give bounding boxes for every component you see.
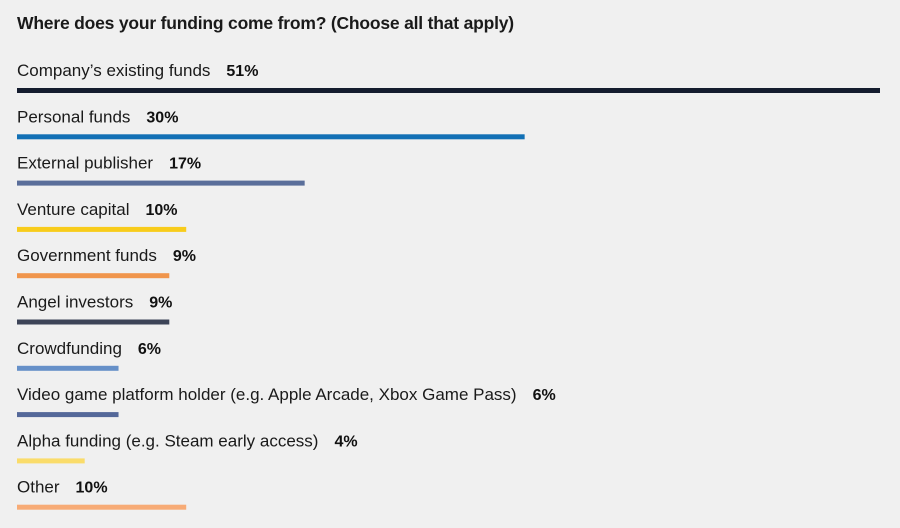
bar	[17, 319, 170, 325]
value-label: 9%	[173, 248, 196, 265]
value-label: 10%	[76, 480, 108, 497]
category-label: Angel investors	[17, 293, 133, 312]
bar	[17, 180, 305, 186]
value-label: 30%	[146, 109, 178, 126]
category-label: Video game platform holder (e.g. Apple A…	[17, 385, 517, 404]
value-label: 6%	[138, 341, 161, 358]
category-label: Crowdfunding	[17, 339, 122, 358]
bar	[17, 134, 525, 140]
category-label: Venture capital	[17, 200, 129, 219]
category-label: Government funds	[17, 246, 157, 265]
value-label: 10%	[145, 202, 177, 219]
category-label: Alpha funding (e.g. Steam early access)	[17, 431, 318, 450]
value-label: 51%	[226, 63, 258, 80]
bar	[17, 273, 170, 279]
category-label: External publisher	[17, 154, 153, 173]
bar	[17, 88, 880, 93]
category-label: Other	[17, 478, 60, 497]
value-label: 6%	[533, 387, 556, 404]
value-label: 4%	[334, 433, 357, 450]
category-label: Personal funds	[17, 107, 130, 126]
bar	[17, 412, 119, 418]
bar	[17, 458, 85, 464]
bar	[17, 226, 187, 232]
value-label: 9%	[149, 295, 172, 312]
value-label: 17%	[169, 156, 201, 173]
category-label: Company’s existing funds	[17, 61, 210, 80]
bar	[17, 365, 119, 371]
bar	[17, 504, 187, 510]
chart-title: Where does your funding come from? (Choo…	[17, 13, 514, 33]
